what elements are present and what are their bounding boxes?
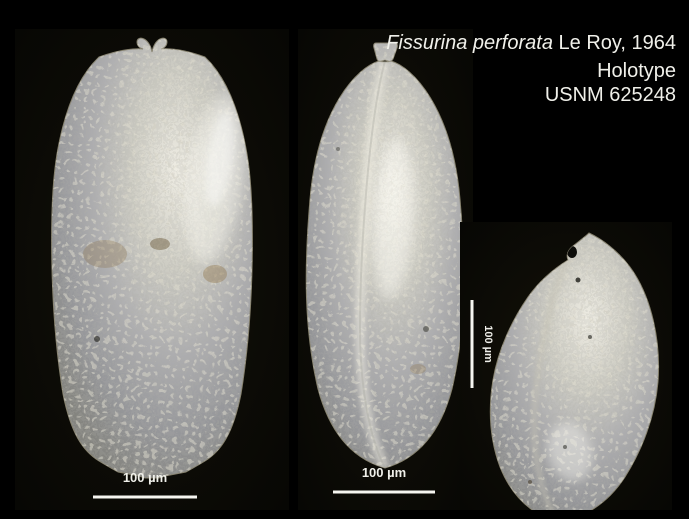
svg-text:100 µm: 100 µm (362, 465, 406, 480)
svg-text:100 µm: 100 µm (123, 470, 167, 485)
svg-text:100 µm: 100 µm (482, 325, 494, 363)
